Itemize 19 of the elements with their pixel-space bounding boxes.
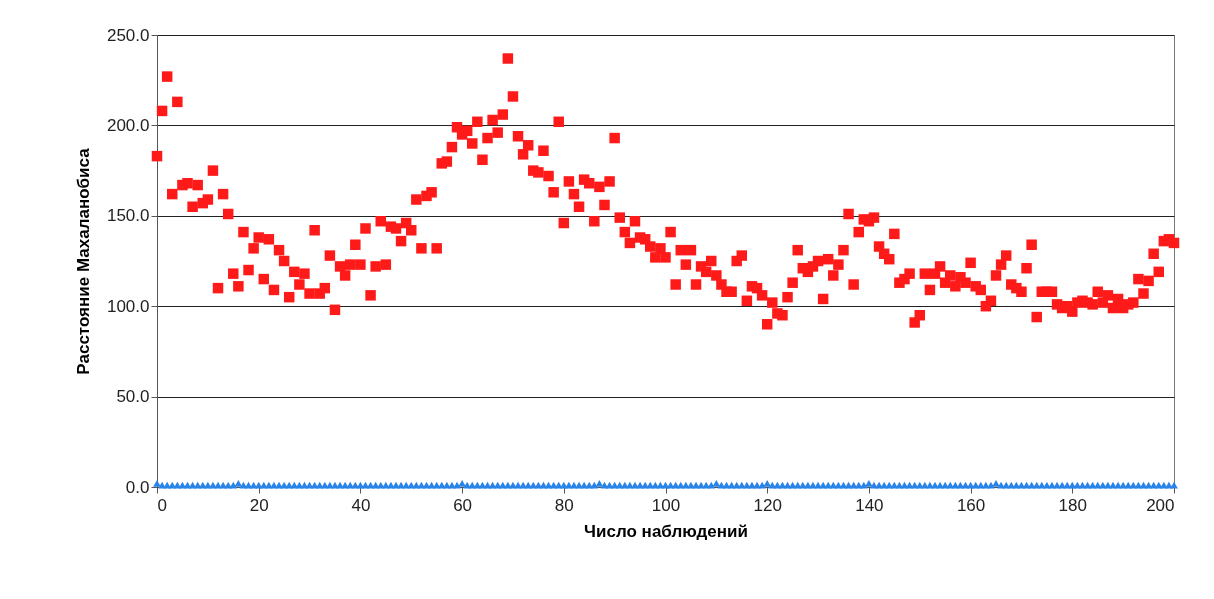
x-tick-label: 20 [249, 495, 269, 515]
y-axis-title: Расстояние Махаланобиса [73, 147, 93, 375]
x-tick-label: 120 [753, 495, 782, 515]
y-tick-label: 150.0 [106, 206, 150, 226]
x-tick-label: 180 [1058, 495, 1087, 515]
x-tick-label: 60 [453, 495, 473, 515]
x-tick-label: 80 [554, 495, 574, 515]
y-tick-label: 0.0 [125, 477, 150, 497]
y-tick-label: 200.0 [106, 115, 150, 135]
y-tick-label: 100.0 [106, 296, 150, 316]
x-tick-label: 0 [157, 495, 167, 515]
x-tick-label: 160 [956, 495, 986, 515]
x-tick-label: 200 [1146, 495, 1175, 515]
x-axis-title: Число наблюдений [584, 521, 748, 541]
y-tick-label: 250.0 [106, 25, 150, 45]
x-tick-label: 40 [351, 495, 371, 515]
x-tick-label: 140 [855, 495, 884, 515]
x-tick-label: 100 [651, 495, 681, 515]
y-tick-label: 50.0 [116, 387, 150, 407]
